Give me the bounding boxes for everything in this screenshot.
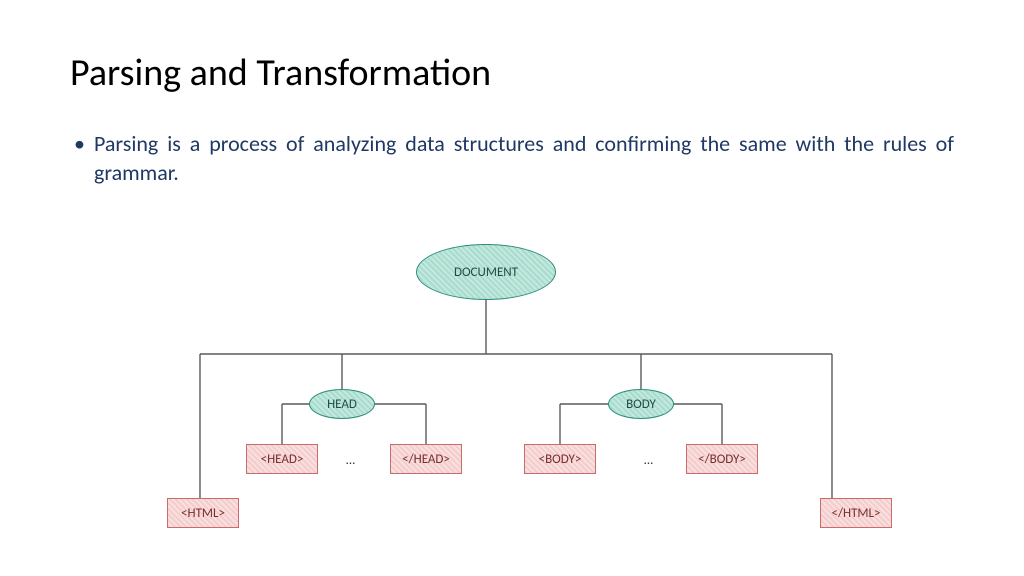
bullet-text: Parsing is a process of analyzing data s… (70, 130, 954, 187)
slide: Parsing and Transformation Parsing is a … (0, 0, 1024, 576)
page-title: Parsing and Transformation (70, 50, 954, 96)
